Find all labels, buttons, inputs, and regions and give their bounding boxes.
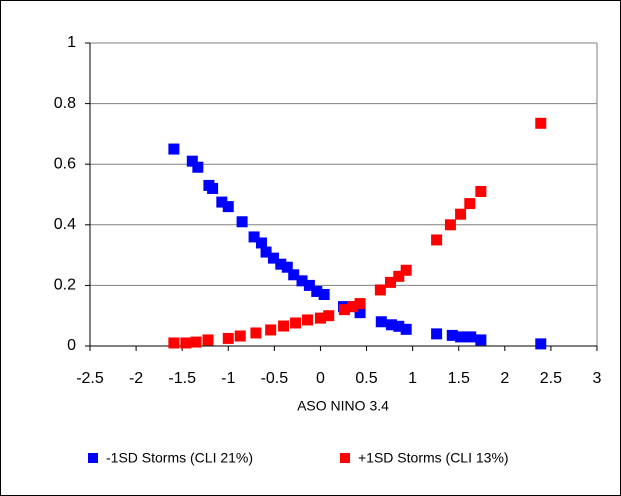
point (393, 270, 405, 282)
x-tick-label: 2.5 (540, 370, 562, 387)
point (354, 298, 366, 310)
point (535, 117, 547, 129)
point (446, 329, 458, 341)
x-tick-label: -1 (221, 370, 235, 387)
x-tick-label: 1 (408, 370, 417, 387)
point (455, 208, 467, 220)
point (190, 336, 202, 348)
legend-label: +1SD Storms (CLI 13%) (358, 450, 509, 466)
point (288, 269, 300, 281)
point (455, 331, 467, 343)
point (431, 328, 443, 340)
y-tick-label: 0.8 (54, 95, 76, 112)
point (393, 320, 405, 332)
point (375, 316, 387, 328)
point (168, 143, 180, 155)
x-tick-label: 0 (316, 370, 325, 387)
point (260, 246, 272, 258)
y-tick-label: 0.4 (54, 216, 76, 233)
point (314, 312, 326, 324)
x-axis-title: ASO NINO 3.4 (297, 398, 389, 414)
x-tick-label: -2.5 (76, 370, 104, 387)
point (431, 234, 443, 246)
point (180, 337, 192, 349)
point (385, 319, 397, 331)
legend-swatch (340, 453, 350, 463)
point (338, 304, 350, 316)
point (192, 161, 204, 173)
point (464, 198, 476, 210)
point (374, 284, 386, 296)
x-tick-label: 1.5 (448, 370, 470, 387)
point (354, 307, 366, 319)
point (265, 324, 277, 336)
point (303, 279, 315, 291)
point (222, 332, 234, 344)
x-tick-label: -0.5 (261, 370, 289, 387)
point (444, 219, 456, 231)
point (535, 338, 547, 350)
point (267, 252, 279, 264)
legend-label: -1SD Storms (CLI 21%) (106, 450, 253, 466)
y-tick-label: 0.6 (54, 155, 76, 172)
point (302, 314, 314, 326)
point (318, 288, 330, 300)
point (168, 337, 180, 349)
point (311, 285, 323, 297)
legend-swatch (88, 453, 98, 463)
x-tick-label: 2 (500, 370, 509, 387)
x-tick-label: -2 (129, 370, 143, 387)
y-tick-label: 0.2 (54, 277, 76, 294)
point (234, 330, 246, 342)
point (207, 182, 219, 194)
point (465, 331, 477, 343)
y-tick-label: 0 (67, 337, 76, 354)
point (475, 334, 487, 346)
point (255, 237, 267, 249)
point (222, 201, 234, 213)
point (400, 323, 412, 335)
point (281, 261, 293, 273)
point (186, 155, 198, 167)
x-tick-label: 3 (593, 370, 602, 387)
x-tick-label: 0.5 (355, 370, 377, 387)
point (250, 327, 262, 339)
point (400, 264, 412, 276)
point (278, 320, 290, 332)
point (275, 258, 287, 270)
point (248, 231, 260, 243)
point (385, 276, 397, 288)
point (296, 275, 308, 287)
point (323, 310, 335, 322)
point (290, 317, 302, 329)
point (475, 185, 487, 197)
y-tick-label: 1 (67, 34, 76, 51)
point (347, 301, 359, 313)
point (236, 216, 248, 228)
point (216, 196, 228, 208)
point (202, 334, 214, 346)
x-tick-label: -1.5 (168, 370, 196, 387)
